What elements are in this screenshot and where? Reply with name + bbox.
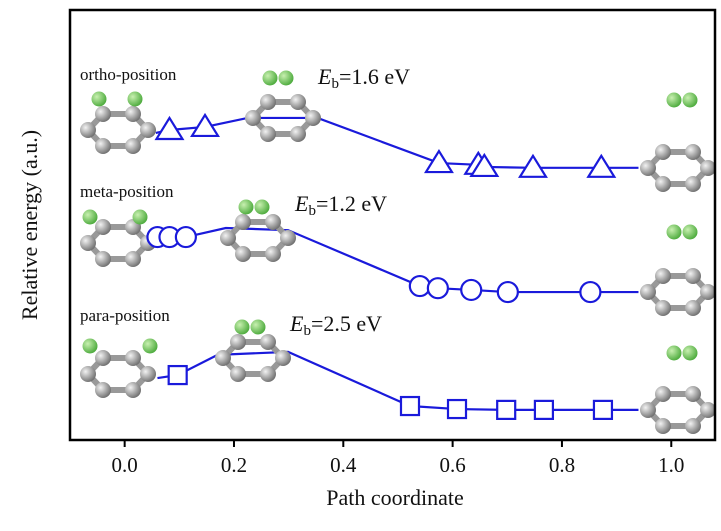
annotation: meta-position — [80, 182, 174, 201]
marker — [496, 399, 517, 420]
annotation: para-position — [80, 306, 170, 325]
marker — [579, 280, 602, 304]
energy-label: Eb=2.5 eV — [289, 311, 382, 339]
plot-frame — [68, 8, 717, 442]
x-tick-label: 0.2 — [221, 453, 247, 477]
marker — [533, 399, 555, 420]
plot — [147, 116, 639, 411]
subscript: b — [308, 203, 316, 219]
subscript: b — [303, 323, 311, 339]
marker — [586, 153, 617, 178]
annotation: ortho-position — [80, 65, 177, 84]
marker — [592, 399, 614, 420]
value-text: =2.5 eV — [311, 311, 382, 336]
x-tick-label: 0.4 — [330, 453, 357, 477]
value-text: =1.6 eV — [339, 64, 410, 89]
y-axis-label: Relative energy (a.u.) — [17, 130, 42, 320]
marker — [190, 112, 220, 138]
marker — [469, 152, 500, 178]
marker — [408, 274, 431, 298]
symbol: E — [289, 311, 304, 336]
symbol: E — [317, 64, 332, 89]
marker — [460, 278, 483, 302]
x-tick-label: 0.0 — [112, 453, 138, 477]
series-line — [157, 350, 639, 411]
marker — [446, 398, 468, 420]
marker — [426, 277, 449, 300]
marker — [167, 364, 188, 386]
x-tick-label: 0.8 — [549, 453, 575, 477]
marker — [496, 280, 519, 304]
energy-label: Eb=1.6 eV — [317, 64, 410, 92]
series-line — [155, 116, 639, 169]
x-axis-label: Path coordinate — [326, 485, 463, 510]
energy-label: Eb=1.2 eV — [294, 191, 387, 219]
x-tick-label: 0.6 — [440, 453, 466, 477]
marker — [174, 225, 197, 249]
subscript: b — [331, 76, 339, 92]
marker — [423, 148, 454, 174]
symbol: E — [294, 191, 309, 216]
value-text: =1.2 eV — [316, 191, 387, 216]
marker — [399, 395, 421, 417]
marker — [518, 153, 548, 178]
x-tick-label: 1.0 — [658, 453, 684, 477]
molecules — [80, 70, 716, 435]
marker — [154, 115, 185, 141]
